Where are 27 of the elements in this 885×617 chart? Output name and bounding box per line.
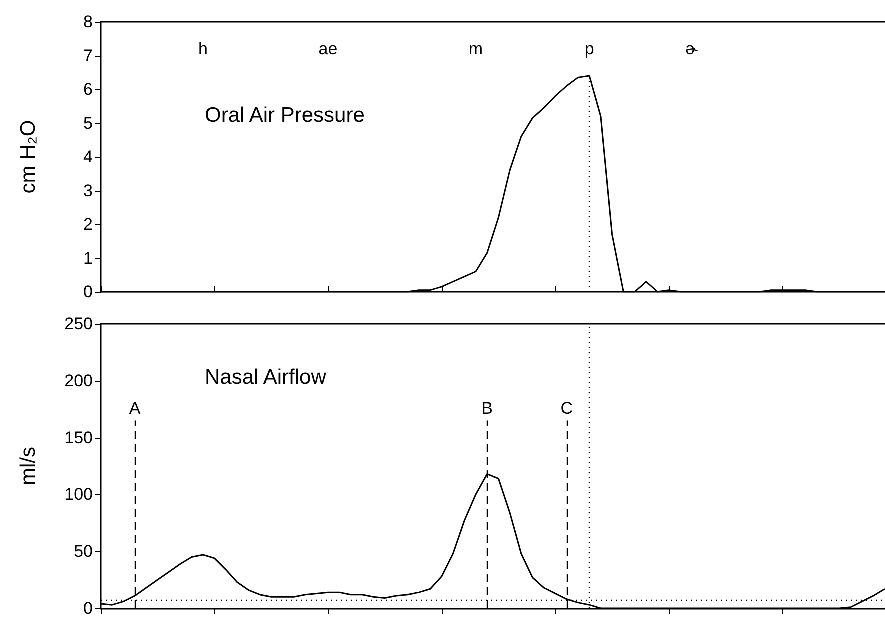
y-tick-label: 6 <box>84 80 93 99</box>
annotation: h <box>198 40 208 58</box>
y-axis-title: ml/s <box>17 447 40 486</box>
annotation: m <box>468 40 484 58</box>
y-tick-label: 200 <box>64 371 93 390</box>
y-tick-label: 50 <box>74 542 93 562</box>
annotation: B <box>482 399 493 418</box>
text: Nasal Airflow <box>205 366 328 389</box>
y-tick-label: 100 <box>64 485 93 504</box>
annotation: ɚ <box>686 40 699 58</box>
y-tick-label: 3 <box>84 181 93 200</box>
y-tick-label: 150 <box>64 428 93 448</box>
y-tick-label: 5 <box>84 114 93 133</box>
y-tick-label: 250 <box>64 314 93 334</box>
annotation: ae <box>318 40 338 58</box>
annotation: A <box>129 399 142 418</box>
y-tick-label: 1 <box>84 248 93 268</box>
annotation: p <box>584 40 594 58</box>
text: Oral Air Pressure <box>205 104 365 127</box>
annotation: C <box>560 399 573 418</box>
y-tick-label: 2 <box>84 215 93 234</box>
y-axis-title: cm H₂O <box>17 120 40 194</box>
y-tick-label: 7 <box>84 46 93 66</box>
y-tick-label: 0 <box>84 282 93 302</box>
y-tick-label: 4 <box>84 148 93 166</box>
y-tick-label: 8 <box>84 12 93 32</box>
y-tick-label: 0 <box>84 599 93 617</box>
